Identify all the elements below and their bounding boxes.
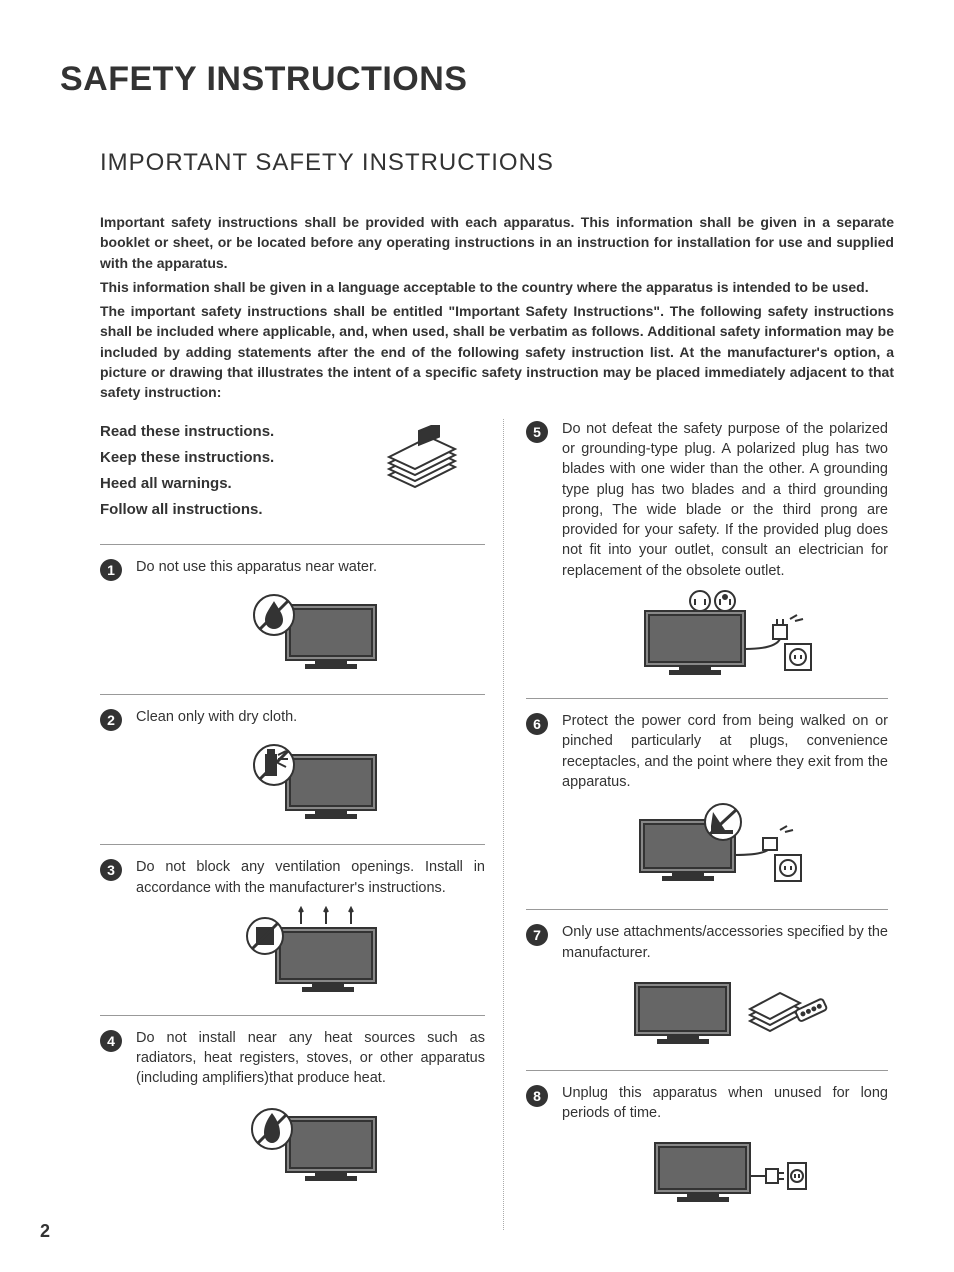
item-number-badge: 7: [526, 924, 548, 946]
instruction-item-2: 2 Clean only with dry cloth.: [100, 695, 485, 845]
right-column: 5 Do not defeat the safety purpose of th…: [503, 419, 888, 1231]
section-title: IMPORTANT SAFETY INSTRUCTIONS: [100, 149, 904, 177]
item-text-1: Do not use this apparatus near water.: [136, 557, 485, 577]
tv-unplug-icon: [562, 1131, 888, 1216]
tv-plug-outlet-icon: [562, 589, 888, 684]
item-text-7: Only use attachments/accessories specifi…: [562, 922, 888, 963]
tv-water-prohibit-icon: [136, 585, 485, 680]
item-text-4: Do not install near any heat sources suc…: [136, 1028, 485, 1089]
instruction-item-1: 1 Do not use this apparatus near water.: [100, 545, 485, 695]
item-number-badge: 1: [100, 559, 122, 581]
page-number: 2: [40, 1221, 50, 1242]
intro-paragraph-2: This information shall be given in a lan…: [100, 277, 894, 297]
instruction-item-3: 3 Do not block any ventilation openings.…: [100, 845, 485, 1016]
tv-spray-prohibit-icon: [136, 735, 485, 830]
item-number-badge: 4: [100, 1030, 122, 1052]
tv-ventilation-icon: [136, 906, 485, 1001]
instruction-item-4: 4 Do not install near any heat sources s…: [100, 1016, 485, 1206]
item-text-3: Do not block any ventilation openings. I…: [136, 857, 485, 898]
instruction-item-7: 7 Only use attachments/accessories speci…: [526, 910, 888, 1071]
item-number-badge: 2: [100, 709, 122, 731]
tv-heat-prohibit-icon: [136, 1097, 485, 1192]
manual-booklet-icon: [379, 425, 465, 512]
instruction-item-8: 8 Unplug this apparatus when unused for …: [526, 1071, 888, 1231]
intro-paragraph-3: The important safety instructions shall …: [100, 301, 894, 402]
tv-cord-foot-prohibit-icon: [562, 800, 888, 895]
instruction-item-6: 6 Protect the power cord from being walk…: [526, 699, 888, 910]
two-column-layout: Read these instructions. Keep these inst…: [100, 419, 904, 1231]
page-title: SAFETY INSTRUCTIONS: [60, 60, 904, 99]
item-text-2: Clean only with dry cloth.: [136, 707, 485, 727]
item-text-5: Do not defeat the safety purpose of the …: [562, 419, 888, 581]
intro-block: Important safety instructions shall be p…: [100, 212, 894, 403]
item-text-8: Unplug this apparatus when unused for lo…: [562, 1083, 888, 1124]
item-text-6: Protect the power cord from being walked…: [562, 711, 888, 792]
item-number-badge: 6: [526, 713, 548, 735]
tv-accessories-icon: [562, 971, 888, 1056]
item-number-badge: 8: [526, 1085, 548, 1107]
item-number-badge: 3: [100, 859, 122, 881]
pre-list-block: Read these instructions. Keep these inst…: [100, 419, 485, 524]
instruction-item-5: 5 Do not defeat the safety purpose of th…: [526, 419, 888, 699]
item-number-badge: 5: [526, 421, 548, 443]
left-column: Read these instructions. Keep these inst…: [100, 419, 485, 1231]
intro-paragraph-1: Important safety instructions shall be p…: [100, 212, 894, 273]
